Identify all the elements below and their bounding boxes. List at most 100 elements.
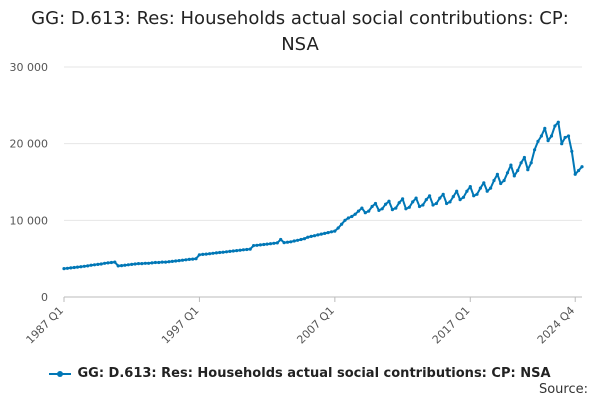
data-point <box>214 251 218 255</box>
x-tick-label: 2024 Q4 <box>535 304 578 347</box>
data-point <box>411 200 415 204</box>
data-point <box>336 226 340 230</box>
legend-label: GG: D.613: Res: Households actual social… <box>77 366 551 381</box>
data-point <box>255 243 259 247</box>
data-point <box>424 198 428 202</box>
data-point <box>448 200 452 204</box>
data-point <box>289 240 293 244</box>
data-point <box>495 172 499 176</box>
data-point <box>316 233 320 237</box>
data-point <box>116 264 120 268</box>
data-point <box>580 165 584 169</box>
x-tick-label: 2007 Q1 <box>294 304 337 347</box>
data-point <box>82 264 86 268</box>
data-point <box>157 260 161 265</box>
data-point <box>373 201 378 206</box>
data-point <box>120 264 124 268</box>
data-point <box>92 263 97 267</box>
data-point <box>329 230 334 234</box>
data-point <box>69 266 73 270</box>
y-tick-label: 0 <box>41 291 48 304</box>
data-point <box>394 206 398 210</box>
data-point <box>529 161 533 165</box>
series-layer <box>62 120 584 271</box>
data-point <box>516 168 520 173</box>
data-point <box>539 134 544 138</box>
data-point <box>577 168 581 173</box>
data-point <box>363 211 367 215</box>
data-point <box>265 242 269 246</box>
data-point <box>346 216 350 220</box>
data-point <box>113 260 117 264</box>
data-point <box>204 252 208 256</box>
data-point <box>109 260 113 265</box>
data-point <box>431 203 435 207</box>
data-point <box>191 257 195 261</box>
data-point <box>312 234 317 238</box>
data-point <box>553 124 557 128</box>
gridlines <box>64 66 582 298</box>
legend[interactable]: GG: D.613: Res: Households actual social… <box>0 366 600 381</box>
data-point <box>407 205 411 209</box>
data-point <box>485 189 489 193</box>
data-point <box>89 263 93 267</box>
source-label: Source: <box>538 382 588 397</box>
data-point <box>384 202 388 206</box>
data-point <box>492 178 496 183</box>
x-axis-ticks: 1987 Q1 1997 Q1 2007 Q1 2017 Q1 2024 Q4 <box>24 297 578 347</box>
data-point <box>103 261 107 265</box>
y-tick-label: 20 000 <box>10 138 49 151</box>
data-point <box>306 235 310 239</box>
data-point <box>99 262 103 266</box>
data-point <box>130 262 134 266</box>
data-point <box>546 139 550 143</box>
data-point <box>79 265 83 269</box>
data-point <box>279 237 283 242</box>
data-point <box>417 204 422 209</box>
data-point <box>522 155 527 160</box>
data-point <box>248 247 252 251</box>
data-point <box>268 242 273 246</box>
data-point <box>174 259 178 263</box>
data-point <box>133 262 137 266</box>
data-point <box>333 229 337 233</box>
data-point <box>285 240 290 244</box>
data-point <box>197 253 201 257</box>
data-point <box>211 251 215 255</box>
data-point <box>123 263 127 267</box>
series-line <box>63 121 583 270</box>
y-tick-label: 10 000 <box>10 214 49 227</box>
data-point <box>177 259 181 263</box>
data-point <box>509 163 513 167</box>
data-point <box>573 172 577 176</box>
data-point <box>360 206 364 210</box>
data-point <box>153 260 157 265</box>
data-point <box>445 201 449 206</box>
data-point <box>136 262 141 266</box>
data-point <box>241 248 245 252</box>
data-point <box>350 214 354 219</box>
data-point <box>292 239 296 243</box>
data-point <box>380 207 384 211</box>
data-point <box>160 260 164 264</box>
data-point <box>319 232 323 236</box>
data-point <box>421 203 425 207</box>
data-point <box>150 261 154 265</box>
data-point <box>326 231 330 235</box>
data-point <box>353 212 357 216</box>
data-point <box>434 201 438 206</box>
data-point <box>86 264 90 268</box>
data-point <box>299 237 303 242</box>
data-point <box>258 243 262 247</box>
data-point <box>323 231 327 235</box>
data-point <box>62 267 66 271</box>
data-point <box>106 261 110 265</box>
data-point <box>231 249 235 253</box>
data-point <box>302 237 306 241</box>
data-point <box>275 241 279 245</box>
data-point <box>505 171 510 175</box>
data-point <box>478 186 482 190</box>
data-point <box>512 174 516 178</box>
data-point <box>262 242 266 247</box>
data-point <box>543 126 547 130</box>
